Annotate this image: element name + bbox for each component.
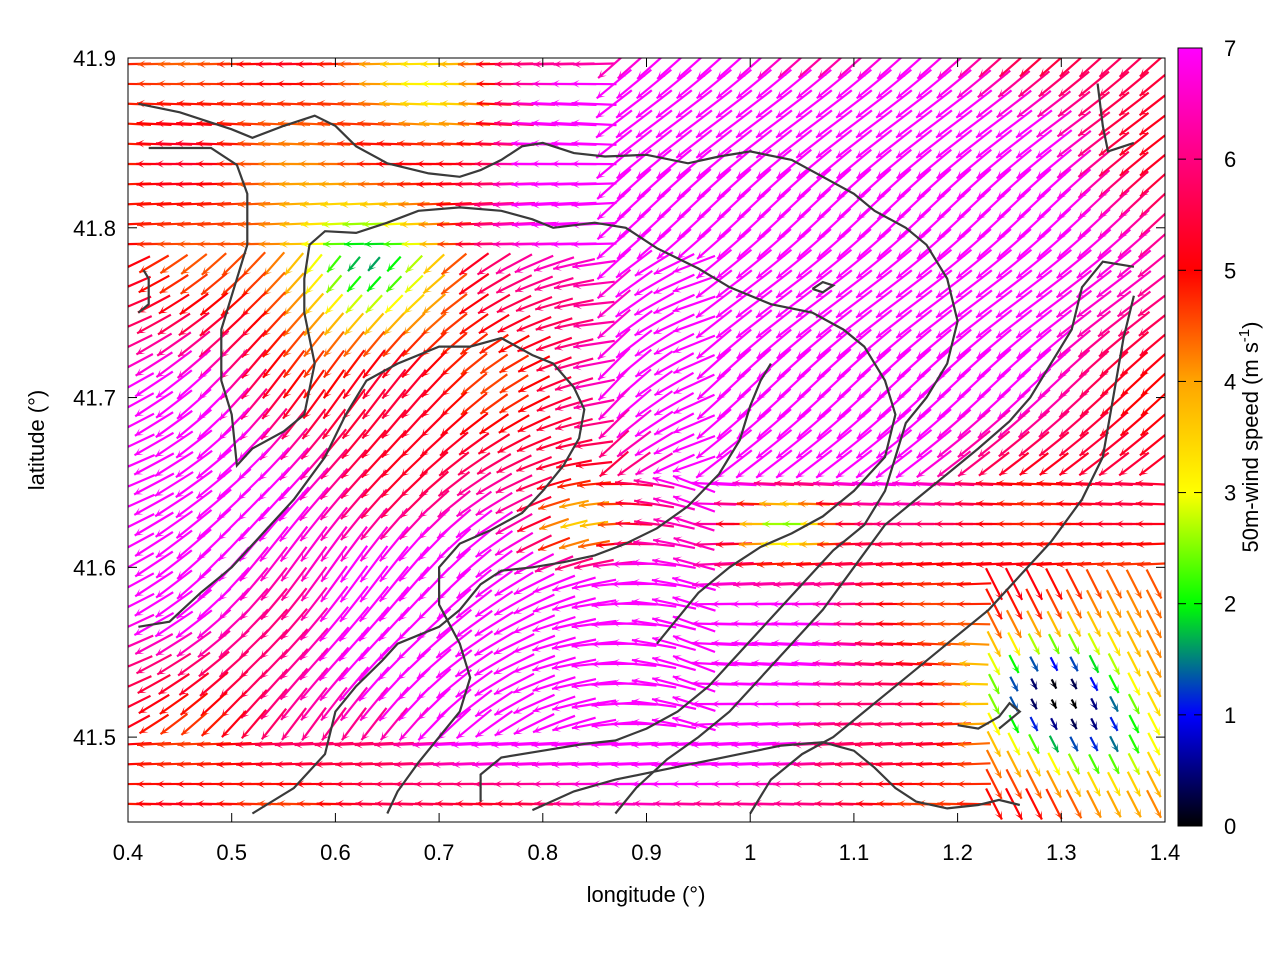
y-tick-label: 41.6 — [73, 555, 116, 580]
y-axis-label: latitude (°) — [24, 390, 49, 491]
colorbar-tick-label: 5 — [1224, 258, 1236, 283]
y-tick-label: 41.5 — [73, 725, 116, 750]
colorbar-tick-label: 1 — [1224, 703, 1236, 728]
colorbar-tick-label: 0 — [1224, 814, 1236, 839]
x-tick-label: 0.5 — [216, 840, 247, 865]
x-tick-label: 0.7 — [424, 840, 455, 865]
colorbar — [1178, 48, 1202, 826]
x-tick-label: 0.8 — [528, 840, 559, 865]
x-tick-label: 0.9 — [631, 840, 662, 865]
colorbar-tick-label: 4 — [1224, 369, 1236, 394]
y-tick-label: 41.8 — [73, 216, 116, 241]
x-tick-label: 0.4 — [113, 840, 144, 865]
x-tick-label: 1 — [744, 840, 756, 865]
x-tick-label: 1.4 — [1150, 840, 1181, 865]
colorbar-tick-label: 7 — [1224, 36, 1236, 61]
x-tick-label: 0.6 — [320, 840, 351, 865]
x-axis-label: longitude (°) — [587, 882, 706, 907]
colorbar-tick-label: 2 — [1224, 592, 1236, 617]
y-tick-label: 41.9 — [73, 46, 116, 71]
colorbar-tick-label: 6 — [1224, 147, 1236, 172]
colorbar-label-suffix: ) — [1238, 322, 1263, 329]
colorbar-label: 50m-wind speed (m s-1) — [1236, 322, 1263, 553]
x-tick-label: 1.2 — [942, 840, 973, 865]
colorbar-label-exponent: -1 — [1236, 329, 1253, 342]
y-tick-label: 41.7 — [73, 386, 116, 411]
x-tick-label: 1.1 — [839, 840, 870, 865]
colorbar-tick-label: 3 — [1224, 481, 1236, 506]
x-tick-label: 1.3 — [1046, 840, 1077, 865]
